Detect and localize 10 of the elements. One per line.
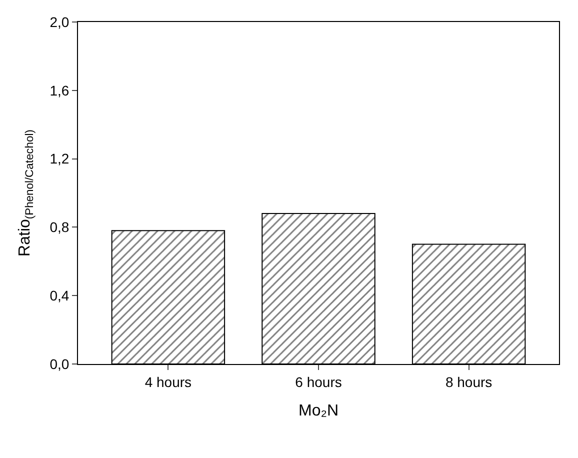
x-axis-title: Mo₂N (298, 402, 338, 420)
x-tick-label: 6 hours (295, 374, 342, 390)
y-tick-label: 0,4 (50, 288, 70, 304)
x-tick-label: 8 hours (445, 374, 492, 390)
y-tick-label: 0,0 (50, 356, 70, 372)
y-tick-label: 2,0 (50, 14, 70, 30)
y-tick-label: 1,6 (50, 82, 70, 98)
y-tick-label: 0,8 (50, 219, 70, 236)
x-tick-label: 4 hours (144, 374, 192, 390)
y-tick-label: 1,2 (50, 150, 70, 167)
